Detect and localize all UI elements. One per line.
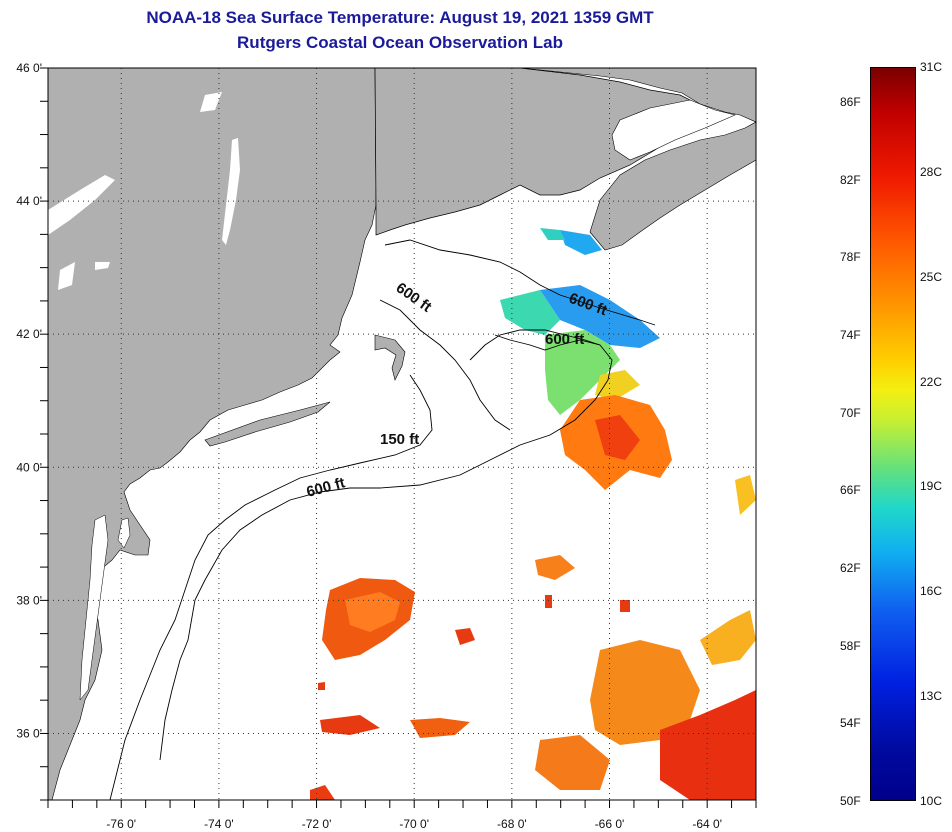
lake-champlain	[222, 138, 240, 245]
sst-patch-shelfbreak-yellow	[595, 370, 640, 400]
colorbar-fahrenheit-label: 86F	[840, 94, 861, 109]
colorbar-fahrenheit-label: 58F	[840, 638, 861, 653]
sst-patch-sargasso-orange	[590, 640, 700, 745]
lon-tick-label: -70 0'	[399, 817, 429, 831]
sst-patch-gulf-maine-cyan	[540, 228, 565, 240]
colorbar-celsius-label: 19C	[920, 479, 943, 494]
contour-label-600ft-georges: 600 ft	[545, 331, 584, 348]
contour-gulf-inner	[384, 239, 656, 326]
lon-tick-label: -66 0'	[595, 817, 625, 831]
contour-150ft	[109, 374, 433, 800]
colorbar-celsius-label: 25C	[920, 269, 943, 284]
colorbar-fahrenheit-label: 50F	[840, 794, 861, 808]
lon-tick-label: -74 0'	[204, 817, 234, 831]
colorbar-celsius-label: 22C	[920, 374, 943, 389]
land-nova-scotia	[589, 121, 756, 251]
sst-patch-south-orange	[410, 718, 470, 738]
lat-tick-label: 38 0'	[16, 593, 42, 607]
maine-coastline	[374, 68, 706, 236]
map-subtitle: Rutgers Coastal Ocean Observation Lab	[237, 33, 563, 52]
lon-tick-label: -76 0'	[106, 817, 136, 831]
sst-patch-shelfbreak-red	[595, 415, 640, 460]
sst-data-layer	[310, 228, 756, 800]
sst-patch-georges-cyan	[500, 290, 560, 335]
map-frame	[47, 67, 757, 801]
colorbar-fahrenheit-label: 70F	[840, 405, 861, 420]
lat-tick-label: 36 0'	[16, 726, 42, 740]
colorbar-celsius-label: 16C	[920, 584, 943, 599]
land-us-mainland	[48, 68, 377, 800]
chesapeake-bay	[79, 514, 109, 701]
cape-cod	[374, 334, 406, 381]
colorbar-fahrenheit-label: 74F	[840, 327, 861, 342]
lake-ontario	[48, 175, 115, 235]
sst-patch-eddy-orange	[345, 592, 400, 632]
colorbar-fahrenheit-label: 78F	[840, 250, 861, 265]
colorbar-celsius-label: 10C	[920, 794, 943, 808]
lat-tick-label: 44 0'	[16, 194, 42, 208]
contour-label-150ft: 150 ft	[380, 431, 419, 448]
sst-patch-midatlantic-orange	[535, 555, 575, 580]
delaware-bay	[117, 517, 131, 549]
colorbar-fahrenheit-label: 62F	[840, 560, 861, 575]
sst-patch-gulf-maine-blue	[560, 230, 602, 255]
depth-contours	[109, 239, 656, 800]
axis-ticks: -76 0' -74 0' -72 0' -70 0' -68 0' -66 0' -64 …	[16, 61, 757, 831]
lon-tick-label: -68 0'	[497, 817, 527, 831]
bay-of-fundy	[611, 99, 736, 161]
contour-600ft	[159, 334, 613, 761]
contour-basin	[379, 299, 511, 431]
colorbar-celsius-label: 31C	[920, 60, 943, 74]
colorbar-celsius-label: 13C	[920, 689, 943, 704]
sst-patch-south-red	[320, 715, 380, 735]
colorbar-fahrenheit-label: 54F	[840, 716, 861, 731]
sst-patch-sargasso-yellow	[700, 610, 756, 665]
lon-tick-label: -72 0'	[302, 817, 332, 831]
contour-georges	[469, 329, 601, 361]
colorbar-fahrenheit-label: 82F	[840, 172, 861, 187]
lat-tick-label: 42 0'	[16, 327, 42, 341]
sst-patch-georges-green	[545, 330, 620, 415]
temperature-colorbar	[870, 67, 916, 801]
lat-tick-label: 46 0'	[16, 61, 42, 75]
sst-patch-east-yellow	[735, 475, 756, 515]
lon-tick-label: -64 0'	[692, 817, 722, 831]
sst-patch-sargasso-red	[660, 690, 756, 800]
sst-patch-georges-blue	[540, 285, 660, 348]
sst-patch-south-orange2	[535, 735, 610, 790]
colorbar-fahrenheit-label: 66F	[840, 483, 861, 498]
long-island	[204, 401, 331, 447]
map-title: NOAA-18 Sea Surface Temperature: August …	[146, 8, 654, 27]
colorbar-celsius-label: 28C	[920, 164, 943, 179]
lat-tick-label: 40 0'	[16, 460, 42, 474]
